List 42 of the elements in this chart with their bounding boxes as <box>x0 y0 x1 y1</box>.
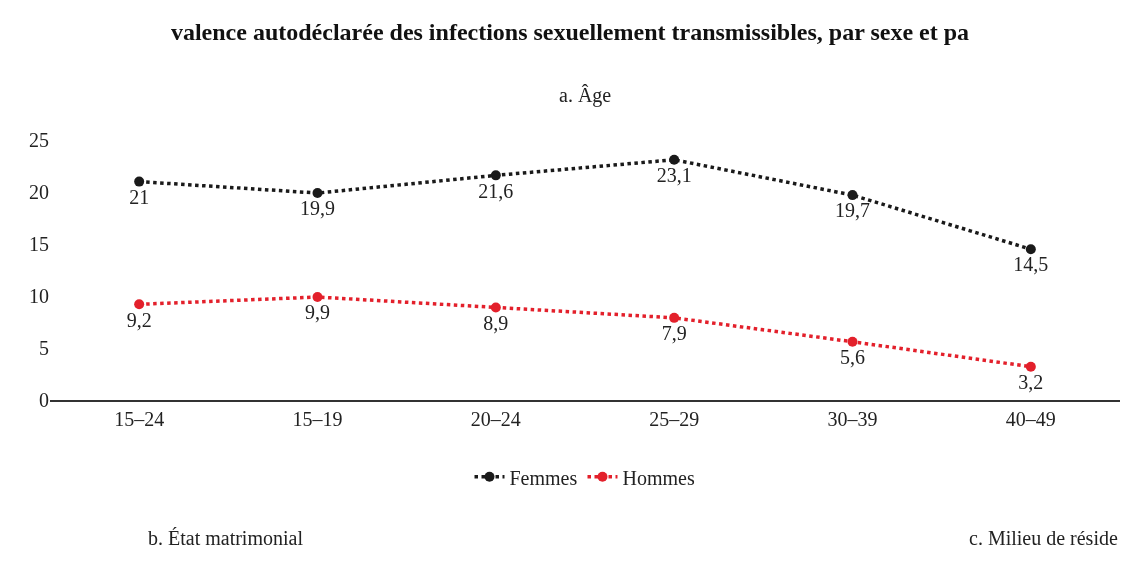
x-tick-label: 25–29 <box>649 407 700 430</box>
data-label: 9,9 <box>305 301 330 324</box>
y-tick-label: 15 <box>29 233 49 255</box>
x-tick-label: 20–24 <box>470 407 521 430</box>
chart-subtitle: a. Âge <box>559 84 612 107</box>
point <box>669 312 680 323</box>
point <box>134 176 145 187</box>
data-label: 9,2 <box>126 308 152 331</box>
data-label: 7,9 <box>661 322 687 345</box>
data-label: 5,6 <box>840 346 865 369</box>
point <box>490 302 501 313</box>
x-tick-label: 15–24 <box>114 407 165 430</box>
data-label: 21 <box>129 185 150 208</box>
point <box>312 188 323 199</box>
point <box>134 299 145 310</box>
data-label: 23,1 <box>656 164 692 187</box>
data-label: 19,9 <box>300 197 335 220</box>
y-tick-label: 25 <box>29 129 49 151</box>
data-label: 8,9 <box>483 311 509 334</box>
point <box>1025 361 1036 372</box>
y-tick-label: 0 <box>39 389 49 411</box>
text: c. Milieu de réside <box>969 527 1118 549</box>
x-tick-label: 40–49 <box>1005 407 1056 430</box>
y-tick-label: 5 <box>39 337 49 359</box>
data-label: 14,5 <box>1013 253 1049 276</box>
data-label: 3,2 <box>1018 370 1044 393</box>
data-label: 19,7 <box>835 199 870 222</box>
x-tick-label: 15–19 <box>292 407 343 430</box>
point <box>847 336 858 347</box>
chart-title: valence autodéclarée des infections sexuellement transmissibles, par sexe et pa <box>170 18 970 45</box>
y-tick-label: 10 <box>29 285 49 307</box>
legend-label: Femmes <box>509 466 578 489</box>
point <box>669 154 680 165</box>
point <box>312 292 323 303</box>
point <box>490 170 501 181</box>
legend-label: Hommes <box>622 466 695 489</box>
x-tick-label: 30–39 <box>827 407 878 430</box>
data-label: 21,6 <box>478 179 514 202</box>
point <box>1025 244 1036 255</box>
text: b. État matrimonial <box>148 527 304 549</box>
point <box>847 190 858 201</box>
y-tick-label: 20 <box>29 181 49 203</box>
